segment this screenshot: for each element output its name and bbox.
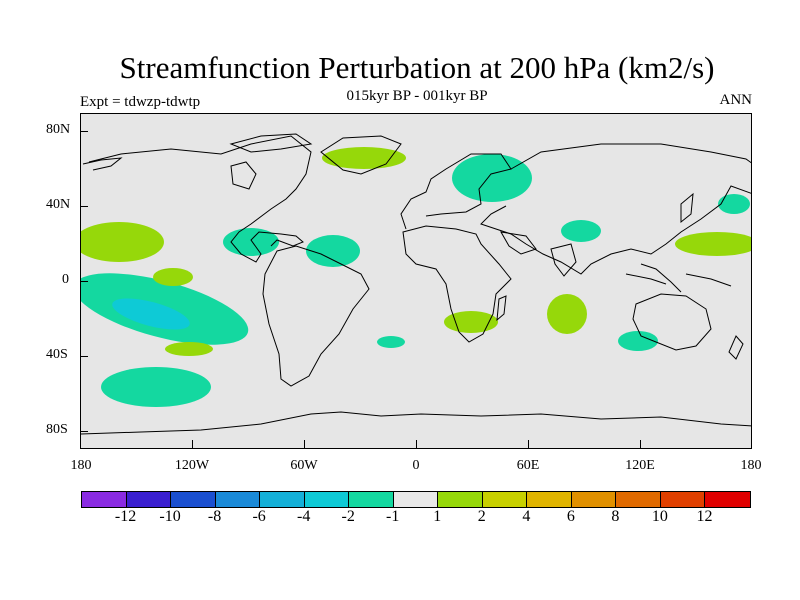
anomaly-region bbox=[718, 194, 750, 214]
lat-label-40s: 40S bbox=[46, 347, 68, 362]
colorbar-swatch bbox=[571, 492, 617, 507]
anomaly-region bbox=[561, 220, 601, 242]
africa-coast bbox=[402, 225, 512, 343]
colorbar-swatch bbox=[126, 492, 172, 507]
hudson-bay bbox=[230, 161, 257, 190]
colorbar-swatch bbox=[82, 492, 127, 507]
colorbar-label: 4 bbox=[522, 508, 531, 525]
colorbar-swatch bbox=[527, 492, 572, 507]
lat-tick bbox=[80, 206, 88, 207]
anomaly-region bbox=[444, 311, 498, 333]
lat-tick bbox=[80, 431, 88, 432]
colorbar-label: 6 bbox=[566, 508, 575, 525]
colorbar-label: -12 bbox=[114, 508, 137, 525]
europe-coast bbox=[400, 153, 512, 230]
chart-title: Streamfunction Perturbation at 200 hPa (… bbox=[119, 50, 715, 85]
anomaly-region bbox=[165, 342, 213, 356]
lon-tick bbox=[640, 440, 641, 448]
colorbar-swatch bbox=[616, 492, 661, 507]
antarctica-coast bbox=[81, 411, 751, 435]
colorbar-label: 10 bbox=[651, 508, 668, 525]
colorbar-label: -2 bbox=[341, 508, 355, 525]
colorbar-label: 12 bbox=[696, 508, 713, 525]
lat-tick bbox=[80, 281, 88, 282]
map-svg bbox=[81, 133, 751, 435]
colorbar-label: -8 bbox=[207, 508, 222, 525]
lon-tick bbox=[192, 440, 193, 448]
lon-label-60w: 60W bbox=[290, 458, 318, 473]
map-plot bbox=[80, 113, 752, 449]
arabia-india bbox=[500, 231, 577, 277]
alaska-coast bbox=[82, 157, 123, 171]
colorbar-swatch bbox=[349, 492, 394, 507]
colorbar-label: -6 bbox=[252, 508, 266, 525]
colorbar bbox=[81, 491, 751, 508]
colorbar-swatch bbox=[171, 492, 216, 507]
anomaly-region bbox=[618, 331, 658, 351]
south-america-coast bbox=[262, 245, 370, 387]
lat-tick bbox=[80, 356, 88, 357]
colorbar-swatch bbox=[482, 492, 528, 507]
anomaly-region bbox=[112, 298, 190, 330]
anomaly-region bbox=[153, 268, 193, 286]
colorbar-label: 2 bbox=[477, 508, 486, 525]
japan bbox=[680, 192, 694, 224]
greenland-coast bbox=[320, 135, 402, 175]
colorbar-swatch bbox=[660, 492, 706, 507]
lon-label-60e: 60E bbox=[516, 458, 540, 473]
anomaly-region bbox=[81, 222, 164, 262]
experiment-label: Expt = tdwzp-tdwtp bbox=[80, 94, 201, 110]
season-label: ANN bbox=[719, 92, 753, 108]
anomaly-region bbox=[322, 147, 406, 169]
southeast-asia-islands bbox=[625, 263, 732, 293]
lon-tick bbox=[528, 440, 529, 448]
colorbar-swatch bbox=[438, 492, 483, 507]
colorbar-swatch bbox=[304, 492, 350, 507]
new-zealand bbox=[728, 335, 744, 360]
colorbar-label: 1 bbox=[433, 508, 442, 525]
anomaly-region bbox=[377, 336, 405, 348]
asia-coast bbox=[480, 143, 751, 275]
arctic-islands bbox=[229, 133, 313, 153]
lat-label-80s: 80S bbox=[46, 422, 68, 437]
anomaly-region bbox=[452, 154, 532, 202]
colorbar-label: -4 bbox=[296, 508, 311, 525]
north-america-coast bbox=[88, 135, 312, 263]
australia-coast bbox=[632, 293, 712, 351]
lon-tick bbox=[416, 440, 417, 448]
colorbar-label: -1 bbox=[386, 508, 400, 525]
lat-label-eq: 0 bbox=[62, 272, 69, 287]
negative-anomalies bbox=[81, 154, 750, 407]
coastlines bbox=[81, 133, 751, 435]
colorbar-swatch bbox=[705, 492, 750, 507]
colorbar-label: 8 bbox=[611, 508, 620, 525]
lon-label-180e: 180 bbox=[740, 458, 762, 473]
colorbar-swatch bbox=[215, 492, 261, 507]
lon-label-120w: 120W bbox=[174, 458, 210, 473]
anomaly-region bbox=[306, 235, 360, 267]
lon-label-180w: 180 bbox=[70, 458, 92, 473]
colorbar-swatch bbox=[260, 492, 305, 507]
lat-tick bbox=[80, 131, 88, 132]
lon-tick bbox=[304, 440, 305, 448]
lat-label-40n: 40N bbox=[46, 197, 71, 212]
lon-label-0: 0 bbox=[412, 458, 420, 473]
madagascar bbox=[496, 295, 507, 322]
anomaly-region bbox=[547, 294, 587, 334]
anomaly-region bbox=[675, 232, 751, 256]
colorbar-swatch bbox=[393, 492, 439, 507]
chart-subtitle: 015kyr BP - 001kyr BP bbox=[346, 88, 488, 104]
lon-label-120e: 120E bbox=[625, 458, 655, 473]
lat-label-80n: 80N bbox=[46, 122, 71, 137]
colorbar-label: -10 bbox=[159, 508, 181, 525]
anomaly-region bbox=[101, 367, 211, 407]
